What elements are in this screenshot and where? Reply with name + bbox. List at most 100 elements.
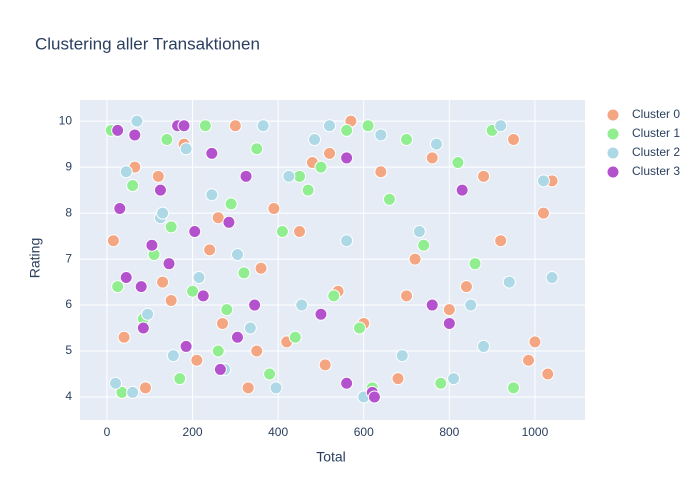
data-point [130, 114, 144, 128]
data-point [323, 146, 337, 160]
data-point [205, 188, 219, 202]
data-point [211, 211, 225, 225]
data-point [186, 284, 200, 298]
data-point [340, 151, 354, 165]
data-point [213, 362, 227, 376]
data-point [151, 169, 165, 183]
data-point [119, 165, 133, 179]
data-point [211, 344, 225, 358]
data-point [459, 280, 473, 294]
legend-marker [606, 127, 620, 141]
x-tick-label: 200 [183, 425, 203, 439]
data-point [323, 119, 337, 133]
data-point [230, 247, 244, 261]
data-point [267, 202, 281, 216]
data-point [160, 133, 174, 147]
legend-marker [606, 165, 620, 179]
data-point [106, 234, 120, 248]
data-point [250, 344, 264, 358]
y-tick-label: 7 [65, 251, 72, 265]
legend-label: Cluster 0 [632, 107, 680, 121]
data-point [367, 390, 381, 404]
y-tick-label: 6 [65, 297, 72, 311]
data-point [464, 298, 478, 312]
data-point [196, 289, 210, 303]
data-point [318, 358, 332, 372]
data-point [400, 289, 414, 303]
data-point [222, 215, 236, 229]
data-point [153, 183, 167, 197]
y-tick-label: 8 [65, 205, 72, 219]
data-point [528, 335, 542, 349]
data-point [109, 376, 123, 390]
data-point [400, 133, 414, 147]
x-tick-label: 400 [268, 425, 288, 439]
data-point [382, 192, 396, 206]
data-point [502, 275, 516, 289]
data-point [256, 119, 270, 133]
data-point [374, 165, 388, 179]
data-point [128, 128, 142, 142]
data-point [237, 266, 251, 280]
data-point [545, 270, 559, 284]
data-point [455, 183, 469, 197]
x-tick-label: 800 [439, 425, 459, 439]
data-point [494, 234, 508, 248]
data-point [451, 156, 465, 170]
data-point [434, 376, 448, 390]
x-axis-title: Total [316, 449, 346, 465]
data-point [408, 252, 422, 266]
data-point [248, 298, 262, 312]
legend-label: Cluster 3 [632, 164, 680, 178]
data-point [113, 202, 127, 216]
data-point [111, 123, 125, 137]
x-tick-label: 1000 [522, 425, 549, 439]
data-point [522, 353, 536, 367]
data-point [282, 169, 296, 183]
data-point [374, 128, 388, 142]
data-point [288, 330, 302, 344]
data-point [164, 220, 178, 234]
data-point [164, 293, 178, 307]
data-point [177, 119, 191, 133]
data-point [442, 303, 456, 317]
data-point [295, 298, 309, 312]
chart-title: Clustering aller Transaktionen [35, 34, 260, 53]
data-point [327, 289, 341, 303]
data-point [205, 146, 219, 160]
data-point [166, 349, 180, 363]
data-point [395, 349, 409, 363]
data-point [429, 137, 443, 151]
y-tick-label: 10 [59, 113, 73, 127]
data-point [126, 385, 140, 399]
data-point [192, 270, 206, 284]
data-point [254, 261, 268, 275]
y-tick-label: 9 [65, 159, 72, 173]
data-point [468, 257, 482, 271]
legend-marker [606, 146, 620, 160]
data-point [145, 238, 159, 252]
data-point [442, 316, 456, 330]
data-point [425, 151, 439, 165]
data-point [340, 376, 354, 390]
data-point [494, 119, 508, 133]
data-point [203, 243, 217, 257]
data-point [156, 206, 170, 220]
data-point [314, 307, 328, 321]
data-point [156, 275, 170, 289]
data-point [239, 169, 253, 183]
data-point [198, 119, 212, 133]
data-point [536, 174, 550, 188]
data-point [477, 169, 491, 183]
data-point [179, 142, 193, 156]
data-point [417, 238, 431, 252]
data-point [250, 142, 264, 156]
data-point [216, 316, 230, 330]
data-point [224, 197, 238, 211]
data-point [340, 123, 354, 137]
data-point [126, 179, 140, 193]
data-point [507, 381, 521, 395]
data-point [263, 367, 277, 381]
